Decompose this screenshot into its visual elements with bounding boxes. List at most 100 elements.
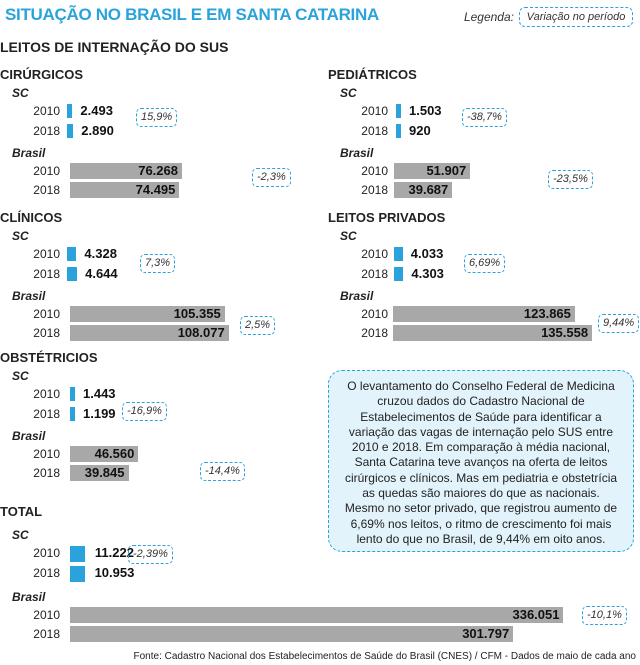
sc-value-label: 4.033 [410,246,444,261]
sc-change-badge: 7,3% [140,254,176,273]
year-label: 2018 [361,183,388,197]
group-label-sc: SC [340,86,357,100]
sc-bar [70,566,85,582]
brasil-bar [70,607,564,623]
brasil-bar [394,163,471,179]
sc-change-badge: 6,69% [464,254,506,273]
year-label: 2010 [361,164,388,178]
note-box: O levantamento do Conselho Federal de Me… [328,370,634,552]
brasil-value-label: 39.845 [84,465,125,480]
sc-change-badge: -16,9% [122,402,167,421]
sc-bar [70,387,75,401]
sc-value-label: 1.443 [83,386,116,401]
sc-bar [67,267,78,281]
brasil-value-label: 301.797 [462,626,510,641]
brasil-bar [70,446,139,462]
sc-value-label: 2.890 [81,123,114,138]
legend-label: Legenda: [463,10,514,24]
sc-value-label: 11.222 [94,545,134,560]
group-label-sc: SC [340,229,357,243]
section-title-leitos-privados: LEITOS PRIVADOS [328,210,446,225]
sc-change-badge: -2,39% [128,545,173,564]
brasil-value-label: 46.560 [94,446,135,461]
group-label-brasil: Brasil [12,429,46,443]
group-label-sc: SC [12,528,29,542]
group-label-brasil: Brasil [340,289,374,303]
brasil-bar [70,626,514,642]
brasil-bar [70,325,229,341]
sc-change-badge: 15,9% [136,108,178,127]
group-label-brasil: Brasil [12,289,46,303]
brasil-value-label: 108.077 [177,325,225,340]
sc-bar [394,267,404,281]
sc-value-label: 1.503 [409,103,442,118]
brasil-bar [394,182,453,198]
sc-bar [70,407,75,421]
brasil-value-label: 76.268 [138,163,178,178]
group-label-brasil: Brasil [12,146,46,160]
year-label: 2010 [33,387,60,401]
brasil-bar [70,182,180,198]
year-label: 2010 [33,546,60,560]
chart-subtitle: LEITOS DE INTERNAÇÃO DO SUS [0,39,229,55]
sc-value-label: 4.644 [85,266,118,281]
year-label: 2018 [33,466,60,480]
brasil-bar [70,306,225,322]
brasil-value-label: 105.355 [173,306,221,321]
brasil-value-label: 51.907 [426,163,467,178]
sc-change-badge: -38,7% [462,108,507,127]
section-title-pediatricos: PEDIÁTRICOS [328,67,417,82]
brasil-change-badge: -23,5% [548,170,593,189]
brasil-change-badge: -10,1% [582,606,627,625]
year-label: 2018 [361,326,388,340]
year-label: 2010 [33,164,60,178]
group-label-sc: SC [12,369,29,383]
brasil-value-label: 39.687 [408,182,449,197]
sc-bar [67,124,74,138]
year-label: 2018 [33,627,60,641]
brasil-bar [393,306,575,322]
section-title-clinicos: CLÍNICOS [0,210,63,225]
section-title-cirurgicos: CIRÚRGICOS [0,67,84,82]
group-label-sc: SC [12,86,29,100]
page-title: SITUAÇÃO NO BRASIL E EM SANTA CATARINA [5,5,379,24]
brasil-bar [393,325,593,341]
brasil-change-badge: -2,3% [252,168,291,187]
brasil-change-badge: 2,5% [240,316,276,335]
brasil-value-label: 135.558 [541,325,589,340]
sc-bar [394,247,403,261]
sc-bar [396,124,401,138]
sc-value-label: 4.328 [84,246,117,261]
section-title-total: TOTAL [0,504,43,519]
year-label: 2018 [33,183,60,197]
year-label: 2010 [33,608,60,622]
year-label: 2010 [33,104,60,118]
brasil-bar [70,465,129,481]
sc-bar [396,104,401,118]
sc-value-label: 10.953 [94,565,135,580]
sc-value-label: 4.303 [411,266,444,281]
section-title-obstetricios: OBSTÉTRICIOS [0,350,98,365]
brasil-value-label: 123.865 [523,306,571,321]
brasil-value-label: 74.495 [135,182,176,197]
year-label: 2018 [33,124,60,138]
group-label-brasil: Brasil [340,146,374,160]
group-label-brasil: Brasil [12,590,46,604]
sc-value-label: 1.199 [83,406,116,421]
group-label-sc: SC [12,229,29,243]
year-label: 2010 [361,104,388,118]
sc-bar [70,546,85,562]
year-label: 2018 [33,267,60,281]
year-label: 2018 [33,407,60,421]
brasil-change-badge: -14,4% [200,462,245,481]
year-label: 2010 [33,307,60,321]
year-label: 2010 [33,447,60,461]
brasil-change-badge: 9,44% [598,314,640,333]
source-note: Fonte: Cadastro Nacional dos Estabelecim… [133,651,636,662]
year-label: 2018 [33,566,60,580]
year-label: 2018 [33,326,60,340]
year-label: 2010 [361,247,388,261]
brasil-bar [70,163,182,179]
brasil-value-label: 336.051 [512,607,560,622]
sc-value-label: 920 [409,123,431,138]
